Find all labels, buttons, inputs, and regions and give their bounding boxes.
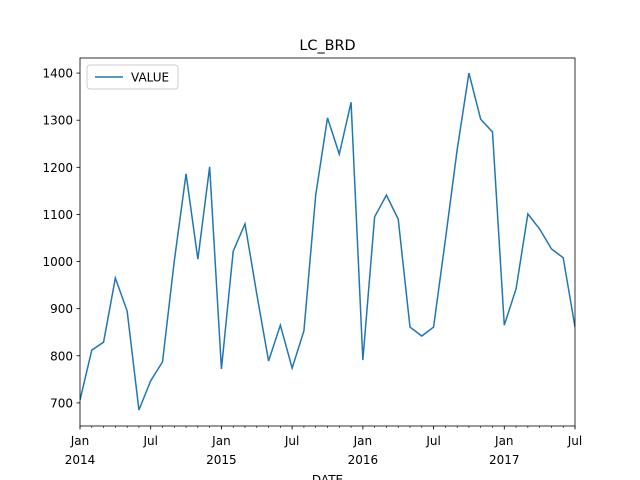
y-tick-label: 1100 (42, 208, 73, 222)
x-tick-year: 2015 (206, 453, 237, 467)
x-tick-label: Jan (494, 434, 514, 448)
legend-label: VALUE (131, 71, 169, 85)
y-tick-label: 1000 (42, 255, 73, 269)
line-series (80, 72, 575, 411)
y-tick-label: 1400 (42, 67, 73, 81)
y-tick-label: 1200 (42, 161, 73, 175)
chart-title: LC_BRD (299, 38, 355, 54)
x-tick-label: Jul (142, 434, 157, 448)
y-tick-label: 800 (50, 349, 73, 363)
x-tick-label: Jul (425, 434, 440, 448)
plot-frame (79, 57, 576, 427)
x-tick-year: 2017 (489, 453, 520, 467)
y-tick-label: 700 (50, 396, 73, 410)
x-tick-label: Jan (70, 434, 90, 448)
x-tick-year: 2014 (65, 453, 96, 467)
legend-box (86, 64, 179, 90)
y-tick-label: 900 (50, 302, 73, 316)
y-tick-label: 1300 (42, 114, 73, 128)
x-tick-label: Jul (284, 434, 299, 448)
x-tick-label: Jan (211, 434, 231, 448)
x-axis-label: DATE (312, 473, 343, 480)
x-tick-label: Jul (567, 434, 582, 448)
x-tick-label: Jan (353, 434, 373, 448)
x-tick-year: 2016 (348, 453, 379, 467)
